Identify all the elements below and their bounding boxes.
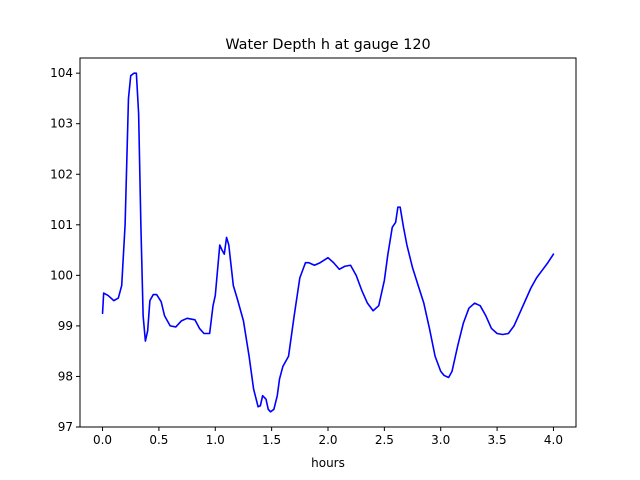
- series-layer: [101, 72, 555, 413]
- y-tick-label: 98: [58, 369, 73, 383]
- y-tick-label: 104: [50, 66, 73, 80]
- x-tick-label: 4.0: [544, 433, 563, 447]
- x-tick-label: 3.5: [488, 433, 507, 447]
- chart-title: Water Depth h at gauge 120: [225, 37, 430, 53]
- x-tick-label: 2.0: [318, 433, 337, 447]
- series-line-0: [101, 72, 555, 413]
- x-tick-label: 1.0: [206, 433, 225, 447]
- y-tick-label: 97: [58, 420, 73, 434]
- x-tick-label: 0.5: [149, 433, 168, 447]
- y-tick-label: 101: [50, 218, 73, 232]
- x-tick-label: 3.0: [431, 433, 450, 447]
- y-tick-label: 102: [50, 167, 73, 181]
- y-tick-label: 100: [50, 268, 73, 282]
- x-axis-label: hours: [311, 456, 345, 470]
- y-axis: 97 98 99 100 101 102 103 104: [50, 66, 80, 434]
- y-tick-label: 99: [58, 319, 73, 333]
- x-tick-label: 2.5: [375, 433, 394, 447]
- y-tick-label: 103: [50, 117, 73, 131]
- x-axis: 0.0 0.5 1.0 1.5 2.0 2.5 3.0 3.5 4.0: [93, 427, 563, 447]
- x-tick-label: 1.5: [262, 433, 281, 447]
- x-tick-label: 0.0: [93, 433, 112, 447]
